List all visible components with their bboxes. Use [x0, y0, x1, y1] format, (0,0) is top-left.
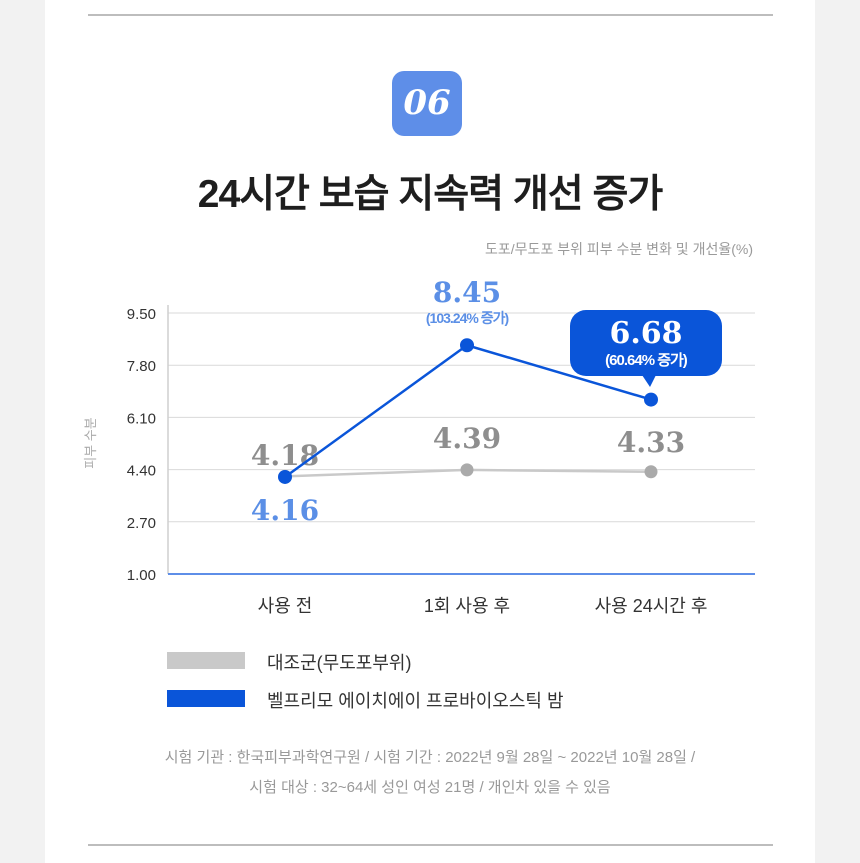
test-info-line-2: 시험 대상 : 32~64세 성인 여성 21명 / 개인차 있을 수 있음	[249, 779, 611, 796]
x-tick-label: 1회 사용 후	[424, 596, 510, 616]
legend-label: 벨프리모 에이치에이 프로바이오스틱 밤	[267, 691, 564, 711]
x-tick-label: 사용 24시간 후	[595, 596, 708, 616]
data-label-control: 4.39	[433, 422, 501, 455]
legend-swatch-gray	[167, 652, 245, 669]
data-point-product	[644, 392, 658, 407]
data-label-control: 4.18	[251, 439, 319, 472]
callout-bubble	[570, 310, 722, 376]
data-point-product	[460, 338, 474, 353]
content-panel	[45, 0, 815, 863]
y-tick-label: 2.70	[127, 515, 156, 532]
y-tick-label: 1.00	[127, 567, 156, 584]
y-axis-label: 피부 수분	[83, 417, 98, 468]
top-divider	[88, 14, 773, 16]
y-tick-label: 7.80	[127, 358, 156, 375]
data-point-control	[460, 463, 474, 477]
data-label-product: 6.68	[609, 316, 682, 351]
y-tick-label: 4.40	[127, 463, 156, 480]
test-info-line-1: 시험 기관 : 한국피부과학연구원 / 시험 기간 : 2022년 9월 28일…	[164, 749, 696, 766]
bottom-divider	[88, 844, 773, 846]
callout-pointer	[642, 375, 656, 387]
data-point-product	[278, 469, 292, 484]
data-point-control	[644, 465, 658, 479]
y-tick-label: 6.10	[127, 410, 156, 427]
section-number-badge: 06	[392, 71, 462, 136]
x-tick-label: 사용 전	[258, 596, 313, 616]
data-label-product: 8.45	[433, 276, 501, 309]
y-tick-label: 9.50	[127, 306, 156, 323]
chart-title: 도포/무도포 부위 피부 수분 변화 및 개선율(%)	[485, 241, 753, 257]
increase-annotation: (60.64% 증가)	[605, 352, 688, 369]
page-title: 24시간 보습 지속력 개선 증가	[197, 173, 663, 216]
data-label-control: 4.33	[617, 426, 685, 459]
increase-annotation: (103.24% 증가)	[426, 310, 509, 326]
legend-swatch-blue	[167, 690, 245, 707]
legend-label: 대조군(무도포부위)	[267, 653, 412, 673]
data-label-product: 4.16	[251, 494, 319, 527]
